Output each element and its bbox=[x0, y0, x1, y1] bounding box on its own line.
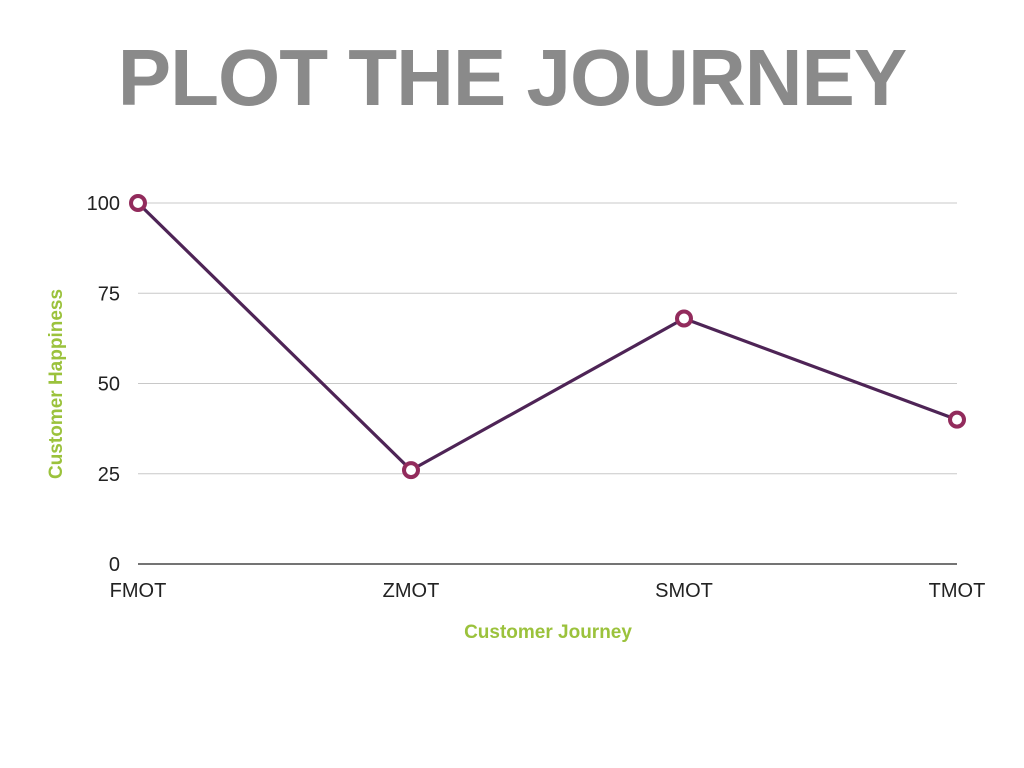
data-point bbox=[129, 194, 147, 212]
y-tick-label: 25 bbox=[98, 464, 120, 486]
y-tick-label: 100 bbox=[87, 193, 120, 215]
data-point bbox=[402, 461, 420, 480]
y-tick-labels: 0 25 50 75 100 bbox=[87, 193, 120, 576]
x-tick-label: FMOT bbox=[110, 580, 167, 602]
series-line bbox=[136, 201, 958, 472]
data-points bbox=[129, 194, 966, 480]
data-point bbox=[948, 410, 966, 429]
page-title: PLOT THE JOURNEY bbox=[117, 33, 908, 122]
x-tick-labels: FMOT ZMOT SMOT TMOT bbox=[110, 580, 986, 602]
y-axis-title: Customer Happiness bbox=[46, 289, 67, 479]
gridlines bbox=[138, 202, 957, 565]
x-tick-label: TMOT bbox=[929, 580, 986, 602]
y-tick-label: 75 bbox=[98, 283, 120, 305]
x-tick-label: ZMOT bbox=[383, 580, 440, 602]
y-tick-label: 50 bbox=[98, 374, 120, 396]
y-tick-label: 0 bbox=[109, 554, 120, 576]
series bbox=[136, 201, 958, 472]
data-point bbox=[675, 309, 693, 328]
x-axis-title: Customer Journey bbox=[464, 622, 632, 643]
x-tick-label: SMOT bbox=[655, 580, 713, 602]
